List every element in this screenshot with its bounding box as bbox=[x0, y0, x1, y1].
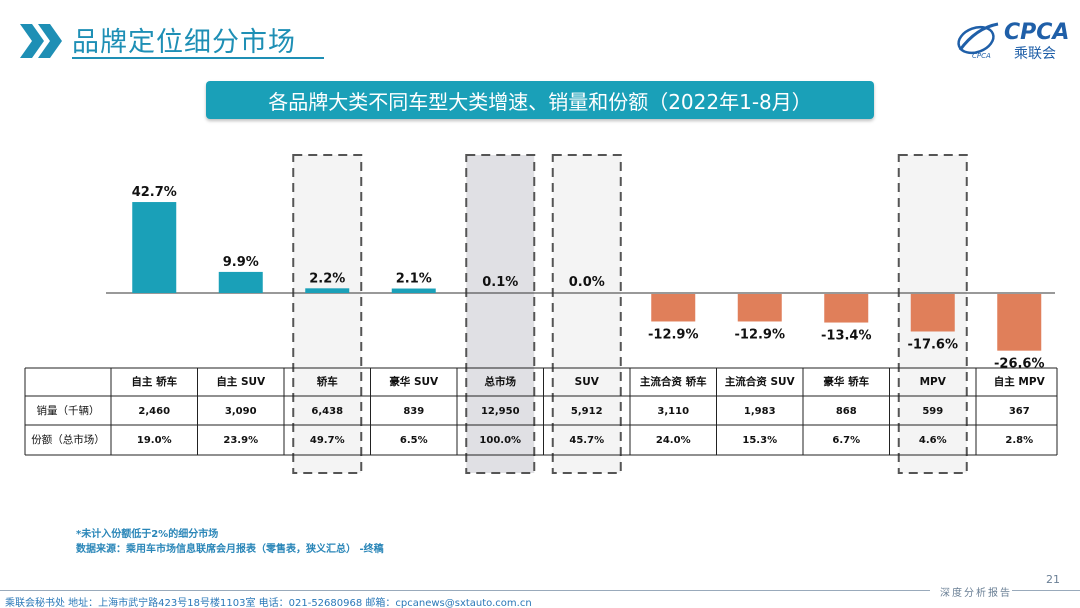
table-header-2: 轿车 bbox=[317, 375, 338, 388]
table-cell-0-6: 3,110 bbox=[657, 406, 689, 417]
logo-text: CPCA bbox=[1004, 20, 1070, 45]
table-cell-1-5: 45.7% bbox=[569, 435, 604, 446]
logo-small: CPCA bbox=[972, 52, 991, 60]
table-cell-1-0: 19.0% bbox=[137, 435, 172, 446]
footer-divider bbox=[0, 590, 930, 591]
value-label-2: 2.2% bbox=[309, 271, 345, 286]
table-row-header-1: 份额（总市场） bbox=[31, 433, 105, 446]
value-label-0: 42.7% bbox=[132, 185, 177, 200]
table-cell-1-4: 100.0% bbox=[479, 435, 521, 446]
footer-report-label: 深度分析报告 bbox=[940, 588, 1012, 599]
bar-2 bbox=[305, 288, 350, 293]
table-header-6: 主流合资 轿车 bbox=[640, 375, 707, 388]
value-label-10: -26.6% bbox=[994, 357, 1045, 372]
highlight-box-2 bbox=[292, 154, 363, 474]
table-cell-0-2: 6,438 bbox=[311, 406, 343, 417]
table-cell-1-9: 4.6% bbox=[919, 435, 947, 446]
value-label-9: -17.6% bbox=[908, 337, 959, 352]
page-title: 品牌定位细分市场 bbox=[72, 27, 296, 58]
footer-contact: 乘联会秘书处 地址：上海市武宁路423号18号楼1103室 电话：021-526… bbox=[5, 598, 532, 608]
bar-7 bbox=[737, 294, 782, 322]
value-label-1: 9.9% bbox=[223, 255, 259, 270]
table-header-1: 自主 SUV bbox=[216, 375, 266, 388]
footnote: *未计入份额低于2%的细分市场 bbox=[76, 529, 219, 540]
table-header-5: SUV bbox=[575, 376, 600, 388]
cpca-logo-icon bbox=[957, 22, 999, 55]
table-cell-1-6: 24.0% bbox=[656, 435, 691, 446]
title-underline bbox=[72, 57, 324, 59]
table-cell-1-1: 23.9% bbox=[223, 435, 258, 446]
table-cell-1-8: 6.7% bbox=[832, 435, 860, 446]
value-label-5: 0.0% bbox=[569, 275, 605, 290]
table-header-7: 主流合资 SUV bbox=[725, 375, 796, 388]
table-header-3: 豪华 SUV bbox=[389, 375, 439, 388]
logo-sub: 乘联会 bbox=[1014, 46, 1056, 62]
bar-0 bbox=[132, 202, 177, 293]
chevron-arrows-icon bbox=[20, 24, 62, 58]
value-label-3: 2.1% bbox=[396, 272, 432, 287]
table-header-9: MPV bbox=[920, 376, 947, 388]
highlight-box-4 bbox=[465, 154, 536, 474]
table-cell-0-0: 2,460 bbox=[138, 406, 170, 417]
page-number: 21 bbox=[1046, 573, 1060, 586]
chart-banner: 各品牌大类不同车型大类增速、销量和份额（2022年1-8月） bbox=[206, 81, 874, 119]
table-cell-1-7: 15.3% bbox=[742, 435, 777, 446]
table-row-header-0: 销量（千辆） bbox=[37, 404, 100, 417]
table-cell-0-1: 3,090 bbox=[225, 406, 257, 417]
table-cell-0-10: 367 bbox=[1009, 406, 1030, 417]
value-label-8: -13.4% bbox=[821, 329, 872, 344]
table-cell-1-3: 6.5% bbox=[400, 435, 428, 446]
data-source: 数据来源：乘用车市场信息联席会月报表（零售表，狭义汇总） -终稿 bbox=[76, 544, 384, 555]
table-cell-0-4: 12,950 bbox=[481, 406, 520, 417]
value-label-4: 0.1% bbox=[482, 275, 518, 290]
bar-6 bbox=[651, 294, 696, 322]
table-cell-0-9: 599 bbox=[922, 406, 943, 417]
bar-8 bbox=[824, 294, 869, 323]
table-cell-0-3: 839 bbox=[403, 406, 424, 417]
table-cell-0-5: 5,912 bbox=[571, 406, 603, 417]
value-label-6: -12.9% bbox=[648, 327, 699, 342]
value-label-7: -12.9% bbox=[735, 327, 786, 342]
table-cell-1-10: 2.8% bbox=[1005, 435, 1033, 446]
footer-divider-right bbox=[1012, 590, 1080, 591]
bar-3 bbox=[391, 288, 436, 293]
table-header-8: 豪华 轿车 bbox=[823, 375, 869, 388]
bar-9 bbox=[910, 294, 955, 332]
table-header-4: 总市场 bbox=[485, 375, 517, 388]
bar-10 bbox=[997, 294, 1042, 351]
table-header-10: 自主 MPV bbox=[994, 375, 1046, 388]
table-cell-0-7: 1,983 bbox=[744, 406, 776, 417]
table-cell-1-2: 49.7% bbox=[310, 435, 345, 446]
table-cell-0-8: 868 bbox=[836, 406, 857, 417]
highlight-box-9 bbox=[897, 154, 968, 474]
chart-title: 各品牌大类不同车型大类增速、销量和份额（2022年1-8月） bbox=[268, 89, 812, 114]
highlight-box-5 bbox=[551, 154, 622, 474]
bar-1 bbox=[218, 271, 263, 293]
table-header-0: 自主 轿车 bbox=[131, 375, 177, 388]
